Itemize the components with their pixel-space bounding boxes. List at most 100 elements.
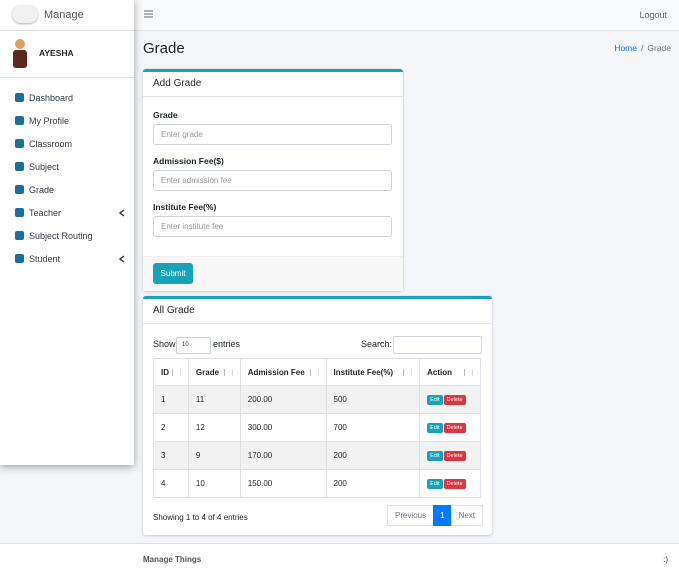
- menu-icon: [15, 185, 24, 194]
- action-cell: Edit Delete: [419, 413, 481, 442]
- table-cell: 150.00: [239, 469, 327, 498]
- card-footer: Submit: [143, 256, 403, 291]
- table-cell: 9: [187, 441, 241, 470]
- delete-button[interactable]: Delete: [443, 423, 466, 433]
- action-cell: Edit Delete: [419, 441, 481, 470]
- table-cell: 1: [153, 385, 189, 414]
- menu-label: My Profile: [29, 116, 70, 126]
- table-cell: 300.00: [239, 413, 327, 442]
- menu-item[interactable]: Student: [15, 252, 125, 266]
- field-label: Grade: [153, 110, 178, 120]
- menu-item[interactable]: Subject: [15, 160, 125, 174]
- menu-toggle[interactable]: [144, 10, 153, 18]
- chevron: [119, 209, 125, 217]
- card-title: Add Grade: [143, 72, 403, 97]
- sort-icon: [223, 368, 233, 376]
- pagination: Previous 1 Next: [387, 505, 484, 526]
- menu-item[interactable]: Dashboard: [15, 91, 125, 105]
- menu-icon: [15, 254, 24, 263]
- table-info: Showing 1 to 4 of 4 entries: [153, 513, 248, 522]
- menu-item[interactable]: Grade: [15, 183, 125, 197]
- edit-button[interactable]: Edit: [427, 451, 443, 461]
- text-input[interactable]: Enter grade: [153, 124, 392, 145]
- edit-button[interactable]: Edit: [427, 423, 443, 433]
- table-cell: 11: [187, 385, 241, 414]
- column-header[interactable]: Institute Fee(%): [325, 358, 421, 386]
- sidebar: Manage AYESHA Dashboard My Profile Classro…: [0, 0, 134, 465]
- action-cell: Edit Delete: [419, 385, 481, 414]
- menu-label: Classroom: [29, 139, 73, 149]
- brand-text: Manage: [44, 9, 84, 21]
- length-label: Show: [153, 339, 176, 349]
- table-cell: 200: [325, 441, 421, 470]
- column-title: Institute Fee(%): [333, 367, 394, 377]
- menu-icon: [15, 116, 24, 125]
- sort-icon: [403, 368, 413, 376]
- edit-button[interactable]: Edit: [427, 395, 443, 405]
- column-header[interactable]: Action: [419, 358, 481, 386]
- search-input[interactable]: [393, 336, 482, 354]
- column-title: Grade: [195, 367, 220, 377]
- page-button[interactable]: 1: [433, 505, 452, 526]
- logout-link[interactable]: Logout: [639, 10, 667, 20]
- menu-item[interactable]: Classroom: [15, 137, 125, 151]
- breadcrumb-item: /: [641, 43, 644, 53]
- grade-table: ID Grade Admission Fee Institute Fee(%) Acti…: [153, 358, 481, 498]
- submit-button[interactable]: Submit: [153, 263, 193, 284]
- edit-button[interactable]: Edit: [427, 479, 443, 489]
- column-title: ID: [161, 367, 169, 377]
- page-button[interactable]: Next: [450, 505, 484, 526]
- text-input[interactable]: Enter admission fee: [153, 170, 392, 191]
- avatar: [13, 39, 27, 68]
- menu-label: Subject Routing: [29, 231, 93, 241]
- column-header[interactable]: Admission Fee: [239, 358, 327, 386]
- delete-button[interactable]: Delete: [443, 451, 466, 461]
- card-title: All Grade: [143, 299, 492, 324]
- table-cell: 170.00: [239, 441, 327, 470]
- header-row: ID Grade Admission Fee Institute Fee(%) Acti…: [153, 358, 481, 386]
- sort-icon: [464, 368, 473, 376]
- table-cell: 4: [153, 469, 189, 498]
- menu-icon: [15, 208, 24, 217]
- all-grade-card: All Grade Show 10 entries Search: ID Grad…: [143, 296, 492, 535]
- menu-item[interactable]: Teacher: [15, 206, 125, 220]
- table-row: 4 10 150.00 200 Edit Delete: [153, 469, 481, 498]
- delete-button[interactable]: Delete: [443, 479, 466, 489]
- breadcrumb-item: Grade: [647, 43, 671, 53]
- table-cell: 12: [187, 413, 241, 442]
- menu-label: Subject: [29, 162, 60, 172]
- table-row: 1 11 200.00 500 Edit Delete: [153, 385, 481, 414]
- sort-icon: [171, 368, 181, 376]
- menu-icon: [15, 162, 24, 171]
- menu-icon: [15, 231, 24, 240]
- menu-icon: [15, 93, 24, 102]
- table-cell: 200.00: [239, 385, 327, 414]
- table-cell: 10: [187, 469, 241, 498]
- menu-label: Student: [29, 254, 61, 264]
- text-input[interactable]: Enter institute fee: [153, 216, 392, 237]
- length-select[interactable]: 10: [176, 337, 211, 354]
- table-cell: 3: [153, 441, 189, 470]
- table-cell: 700: [325, 413, 421, 442]
- page-button[interactable]: Previous: [387, 505, 435, 526]
- column-header[interactable]: ID: [153, 358, 189, 386]
- page-title: Grade: [143, 40, 185, 57]
- menu-item[interactable]: My Profile: [15, 114, 125, 128]
- action-cell: Edit Delete: [419, 469, 481, 498]
- menu-item[interactable]: Subject Routing: [15, 229, 125, 243]
- column-title: Action: [427, 367, 453, 377]
- delete-button[interactable]: Delete: [443, 395, 466, 405]
- sort-icon: [309, 368, 319, 376]
- menu-label: Dashboard: [29, 93, 74, 103]
- search-label: Search:: [361, 339, 393, 349]
- breadcrumb-link[interactable]: Home: [614, 43, 637, 53]
- table-row: 2 12 300.00 700 Edit Delete: [153, 413, 481, 442]
- column-header[interactable]: Grade: [187, 358, 241, 386]
- column-title: Admission Fee: [247, 367, 305, 377]
- footer: Manage Things :): [0, 543, 679, 574]
- brand[interactable]: Manage: [0, 0, 134, 31]
- user-name[interactable]: AYESHA: [39, 48, 74, 58]
- field-label: Admission Fee($): [153, 156, 224, 166]
- chevron: [119, 255, 125, 263]
- table-row: 3 9 170.00 200 Edit Delete: [153, 441, 481, 470]
